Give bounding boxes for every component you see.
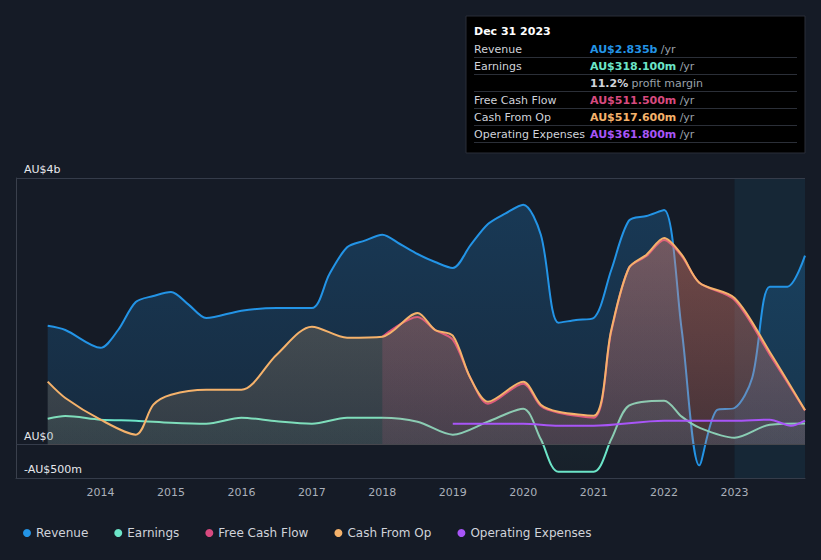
svg-text:2017: 2017 [298,486,326,499]
svg-text:AU$511.500m: AU$511.500m [590,94,676,107]
svg-text:2022: 2022 [650,486,678,499]
svg-text:AU$2.835b: AU$2.835b [590,43,658,56]
svg-text:Operating Expenses: Operating Expenses [474,128,585,141]
svg-text:2018: 2018 [368,486,396,499]
svg-text:2014: 2014 [87,486,115,499]
svg-text:AU$361.800m: AU$361.800m [590,128,676,141]
svg-text:2023: 2023 [721,486,749,499]
svg-text:/yr: /yr [680,94,695,107]
svg-text:Dec 31 2023: Dec 31 2023 [474,25,551,38]
svg-text:AU$4b: AU$4b [24,163,61,176]
svg-text:2019: 2019 [439,486,467,499]
svg-text:Cash From Op: Cash From Op [474,111,551,124]
svg-text:2021: 2021 [580,486,608,499]
svg-text:AU$318.100m: AU$318.100m [590,60,676,73]
svg-text:2015: 2015 [157,486,185,499]
svg-text:2016: 2016 [227,486,255,499]
svg-text:Revenue: Revenue [474,43,522,56]
svg-text:/yr: /yr [680,111,695,124]
svg-text:/yr: /yr [680,128,695,141]
svg-text:profit margin: profit margin [631,77,703,90]
svg-text:Free Cash Flow: Free Cash Flow [474,94,557,107]
svg-text:AU$517.600m: AU$517.600m [590,111,676,124]
svg-text:2020: 2020 [509,486,537,499]
svg-text:Revenue: Revenue [36,526,88,540]
svg-text:Earnings: Earnings [474,60,522,73]
svg-text:Operating Expenses: Operating Expenses [470,526,591,540]
svg-text:Earnings: Earnings [127,526,179,540]
svg-text:AU$0: AU$0 [24,429,54,443]
svg-text:-AU$500m: -AU$500m [24,463,82,476]
svg-text:11.2%: 11.2% [590,77,628,90]
svg-text:/yr: /yr [661,43,676,56]
svg-text:Cash From Op: Cash From Op [347,526,431,540]
svg-text:/yr: /yr [680,60,695,73]
svg-text:Free Cash Flow: Free Cash Flow [218,526,308,540]
